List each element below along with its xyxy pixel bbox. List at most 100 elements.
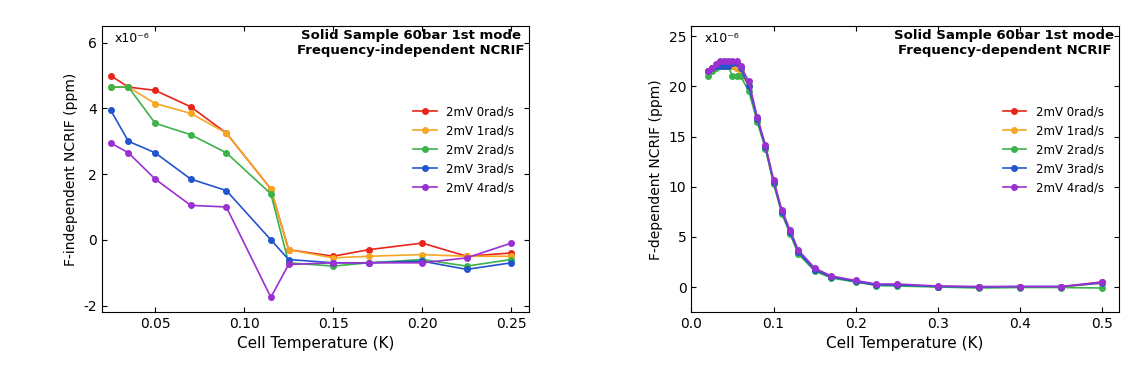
2mV 3rad/s (148, 150, 162, 155)
2mV 0rad/s (460, 254, 473, 258)
2mV 0rad/s (824, 275, 837, 279)
2mV 4rad/s (460, 256, 473, 260)
2mV 3rad/s (219, 188, 233, 193)
2mV 3rad/s (104, 108, 118, 112)
2mV 2rad/s (104, 85, 118, 89)
Line: 2mV 3rad/s: 2mV 3rad/s (107, 107, 514, 272)
2mV 0rad/s (184, 105, 198, 109)
Text: x10⁻⁶: x10⁻⁶ (114, 32, 149, 45)
2mV 0rad/s (730, 66, 744, 71)
2mV 2rad/s (122, 85, 136, 89)
2mV 3rad/s (869, 283, 883, 287)
2mV 3rad/s (758, 144, 772, 149)
2mV 1rad/s (219, 131, 233, 135)
2mV 1rad/s (327, 256, 340, 260)
2mV 1rad/s (783, 230, 797, 234)
2mV 1rad/s (824, 275, 837, 279)
Line: 2mV 3rad/s: 2mV 3rad/s (705, 61, 1105, 290)
2mV 4rad/s (362, 261, 375, 265)
2mV 1rad/s (767, 179, 781, 184)
2mV 2rad/s (701, 74, 714, 79)
Text: Solid Sample 60bar 1st mode
Frequency-independent NCRIF: Solid Sample 60bar 1st mode Frequency-in… (297, 29, 524, 57)
2mV 1rad/s (1054, 285, 1068, 289)
2mV 0rad/s (750, 116, 764, 121)
2mV 1rad/s (184, 111, 198, 115)
2mV 1rad/s (791, 250, 805, 254)
2mV 2rad/s (416, 257, 429, 262)
2mV 2rad/s (783, 232, 797, 236)
Line: 2mV 4rad/s: 2mV 4rad/s (107, 140, 514, 300)
2mV 4rad/s (725, 59, 739, 64)
2mV 3rad/s (808, 268, 822, 272)
2mV 0rad/s (1014, 285, 1027, 289)
2mV 3rad/s (742, 84, 756, 89)
2mV 2rad/s (504, 257, 518, 262)
2mV 2rad/s (730, 74, 744, 79)
2mV 4rad/s (733, 64, 747, 69)
2mV 2rad/s (890, 284, 904, 288)
2mV 0rad/s (783, 230, 797, 234)
2mV 3rad/s (1095, 281, 1109, 285)
2mV 4rad/s (281, 262, 295, 267)
2mV 4rad/s (775, 208, 789, 212)
2mV 2rad/s (972, 286, 985, 290)
2mV 0rad/s (122, 85, 136, 89)
2mV 3rad/s (362, 261, 375, 265)
Line: 2mV 1rad/s: 2mV 1rad/s (107, 84, 514, 261)
2mV 3rad/s (710, 64, 723, 69)
2mV 1rad/s (722, 64, 736, 69)
2mV 1rad/s (701, 69, 714, 74)
Line: 2mV 0rad/s: 2mV 0rad/s (107, 73, 514, 259)
X-axis label: Cell Temperature (K): Cell Temperature (K) (826, 337, 984, 352)
2mV 1rad/s (504, 254, 518, 258)
2mV 3rad/s (730, 61, 744, 66)
2mV 3rad/s (750, 116, 764, 121)
2mV 2rad/s (808, 269, 822, 273)
2mV 1rad/s (148, 101, 162, 106)
2mV 3rad/s (783, 230, 797, 234)
2mV 3rad/s (701, 69, 714, 74)
2mV 1rad/s (733, 69, 747, 74)
Text: Solid Sample 60bar 1st mode
Frequency-dependent NCRIF: Solid Sample 60bar 1st mode Frequency-de… (895, 29, 1114, 57)
2mV 0rad/s (701, 69, 714, 74)
2mV 3rad/s (705, 66, 719, 71)
2mV 2rad/s (705, 69, 719, 74)
2mV 1rad/s (849, 279, 862, 284)
X-axis label: Cell Temperature (K): Cell Temperature (K) (236, 337, 394, 352)
2mV 0rad/s (767, 179, 781, 184)
Y-axis label: F-independent NCRIF (ppm): F-independent NCRIF (ppm) (63, 73, 78, 266)
2mV 2rad/s (710, 66, 723, 71)
2mV 0rad/s (931, 284, 945, 289)
2mV 4rad/s (750, 114, 764, 119)
2mV 4rad/s (713, 59, 727, 64)
2mV 4rad/s (730, 59, 744, 64)
2mV 4rad/s (148, 177, 162, 181)
2mV 3rad/s (733, 66, 747, 71)
Text: x10⁻⁶: x10⁻⁶ (704, 32, 739, 45)
2mV 2rad/s (1014, 285, 1027, 290)
2mV 0rad/s (722, 64, 736, 69)
2mV 0rad/s (362, 247, 375, 252)
2mV 2rad/s (460, 264, 473, 268)
2mV 0rad/s (327, 254, 340, 258)
Y-axis label: F-dependent NCRIF (ppm): F-dependent NCRIF (ppm) (650, 79, 663, 259)
2mV 0rad/s (416, 241, 429, 246)
2mV 2rad/s (327, 264, 340, 268)
2mV 2rad/s (869, 283, 883, 288)
2mV 1rad/s (460, 254, 473, 258)
2mV 3rad/s (767, 179, 781, 184)
2mV 3rad/s (504, 261, 518, 265)
2mV 1rad/s (710, 64, 723, 69)
2mV 1rad/s (869, 283, 883, 287)
2mV 0rad/s (849, 279, 862, 284)
2mV 3rad/s (264, 238, 278, 242)
2mV 0rad/s (281, 247, 295, 252)
2mV 0rad/s (104, 73, 118, 78)
2mV 2rad/s (1054, 285, 1068, 290)
2mV 2rad/s (219, 150, 233, 155)
2mV 2rad/s (750, 119, 764, 124)
2mV 4rad/s (824, 274, 837, 278)
2mV 2rad/s (713, 64, 727, 69)
2mV 4rad/s (184, 203, 198, 208)
2mV 0rad/s (775, 209, 789, 214)
